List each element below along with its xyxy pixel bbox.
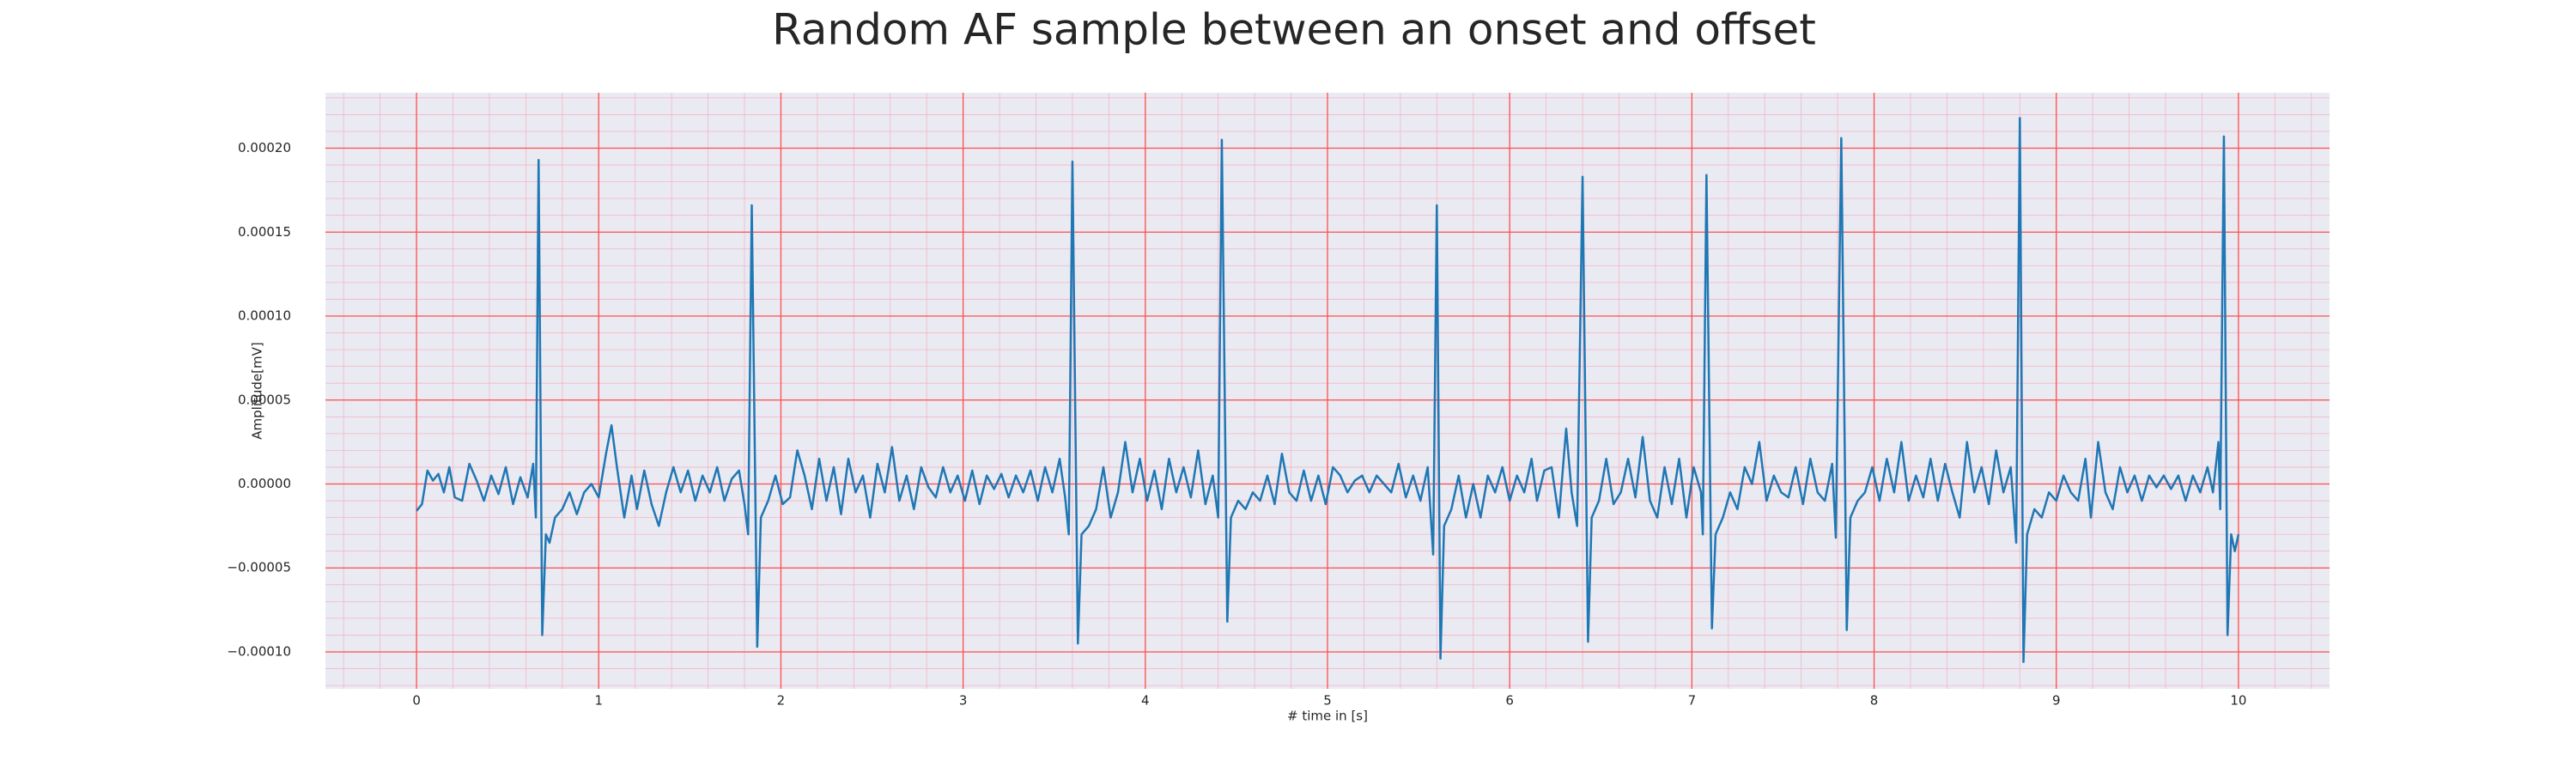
x-tick-label: 5 [1323,693,1332,709]
x-tick-label: 9 [2052,693,2061,709]
y-tick-label: 0.00015 [238,224,291,240]
x-axis-label: # time in [s] [1287,709,1368,724]
x-tick-label: 0 [412,693,421,709]
y-tick-label: 0.00000 [238,476,291,491]
y-tick-label: 0.00020 [238,140,291,155]
signal-line [416,117,2240,663]
y-axis-label: Amplitude[mV] [250,342,265,439]
y-tick-label: 0.00005 [238,392,291,407]
x-tick-label: 2 [777,693,786,709]
y-tick-label: −0.00010 [227,643,291,659]
y-tick-label: −0.00005 [227,560,291,575]
x-tick-label: 10 [2230,693,2246,709]
chart-title: Random AF sample between an onset and of… [772,5,1816,55]
x-tick-label: 7 [1688,693,1697,709]
x-tick-label: 4 [1141,693,1150,709]
x-tick-label: 8 [1870,693,1879,709]
x-tick-label: 3 [959,693,968,709]
x-tick-label: 1 [594,693,603,709]
x-tick-label: 6 [1505,693,1514,709]
y-tick-label: 0.00010 [238,308,291,324]
